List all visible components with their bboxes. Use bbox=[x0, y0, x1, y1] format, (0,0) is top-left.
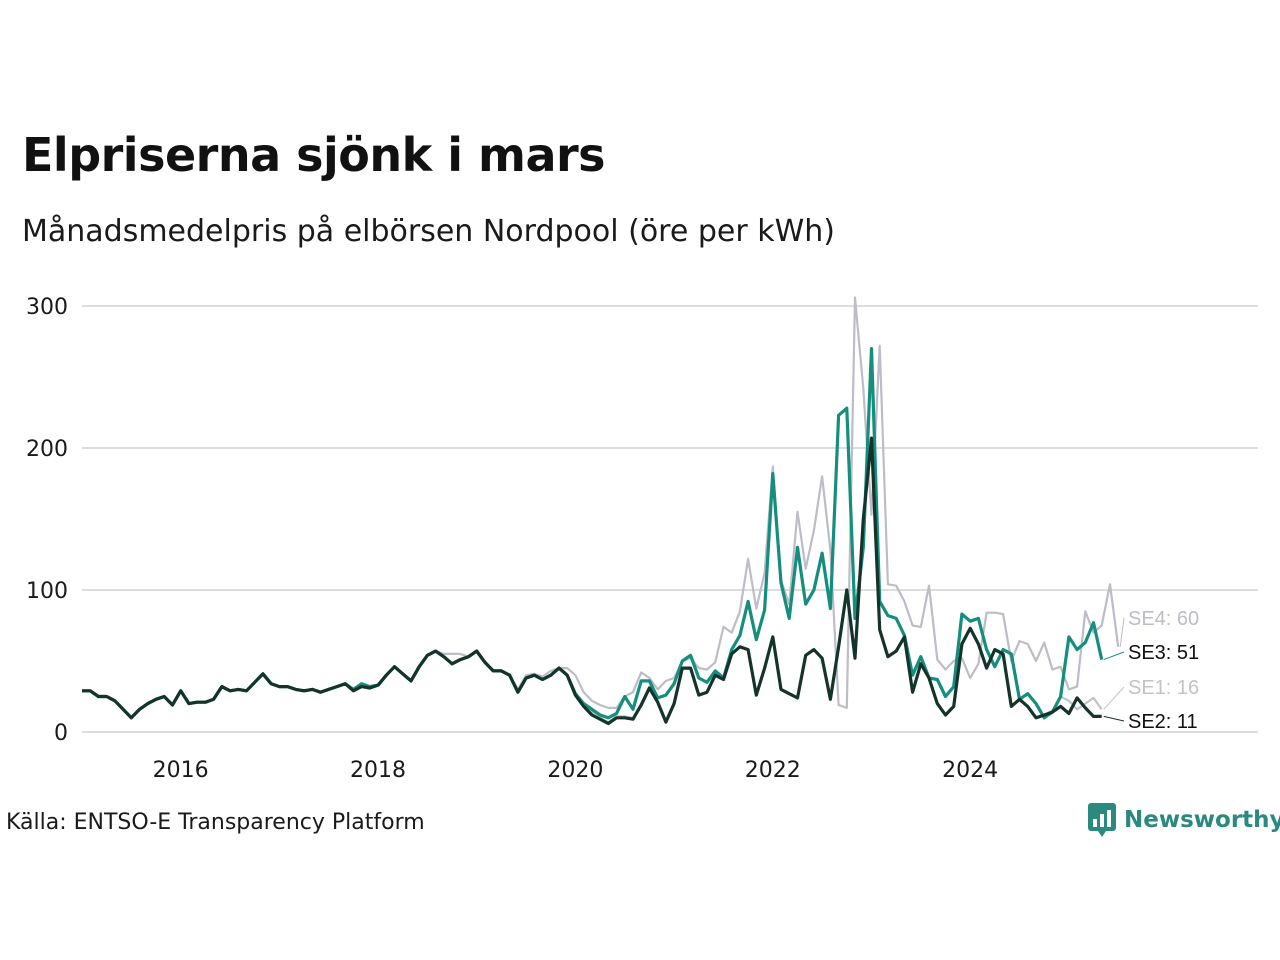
y-tick-label: 0 bbox=[54, 721, 68, 746]
end-label-se4: SE4: 60 bbox=[1128, 608, 1199, 630]
source-note: Källa: ENTSO-E Transparency Platform bbox=[6, 810, 425, 835]
bar-chart-speech-icon bbox=[1088, 803, 1116, 837]
grid-lines bbox=[82, 305, 1258, 733]
x-tick-label: 2016 bbox=[153, 758, 209, 783]
brand-logo[interactable]: Newsworthy bbox=[1088, 803, 1280, 837]
chart-subtitle: Månadsmedelpris på elbörsen Nordpool (ör… bbox=[22, 214, 835, 249]
end-label-se2: SE2: 11 bbox=[1128, 711, 1198, 733]
y-tick-label: 100 bbox=[26, 579, 68, 604]
series-line-se2 bbox=[82, 436, 1102, 726]
series-line-se3 bbox=[82, 347, 1104, 720]
y-tick-label: 200 bbox=[26, 437, 68, 462]
x-axis: 2016 2018 2020 2022 2024 bbox=[153, 758, 998, 783]
brand-name: Newsworthy bbox=[1124, 807, 1280, 833]
y-tick-label: 300 bbox=[26, 295, 68, 320]
x-tick-label: 2018 bbox=[350, 758, 406, 783]
series-line-se1 bbox=[82, 437, 1103, 724]
x-tick-label: 2022 bbox=[745, 758, 801, 783]
leader-line-se4 bbox=[1119, 617, 1125, 647]
end-label-se1: SE1: 16 bbox=[1128, 677, 1199, 699]
series-end-labels: SE4: 60 SE3: 51 SE1: 16 SE2: 11 bbox=[1103, 608, 1199, 733]
y-axis: 0 100 200 300 bbox=[26, 295, 68, 746]
x-tick-label: 2020 bbox=[547, 758, 603, 783]
end-label-se3: SE3: 51 bbox=[1128, 642, 1199, 664]
chart-title: Elpriserna sjönk i mars bbox=[22, 128, 606, 182]
series-line-se4 bbox=[82, 296, 1120, 719]
x-tick-label: 2024 bbox=[942, 758, 998, 783]
series-lines bbox=[82, 296, 1120, 726]
leader-line-se3 bbox=[1103, 651, 1125, 661]
leader-line-se1 bbox=[1103, 686, 1125, 710]
leader-line-se2 bbox=[1103, 715, 1125, 722]
